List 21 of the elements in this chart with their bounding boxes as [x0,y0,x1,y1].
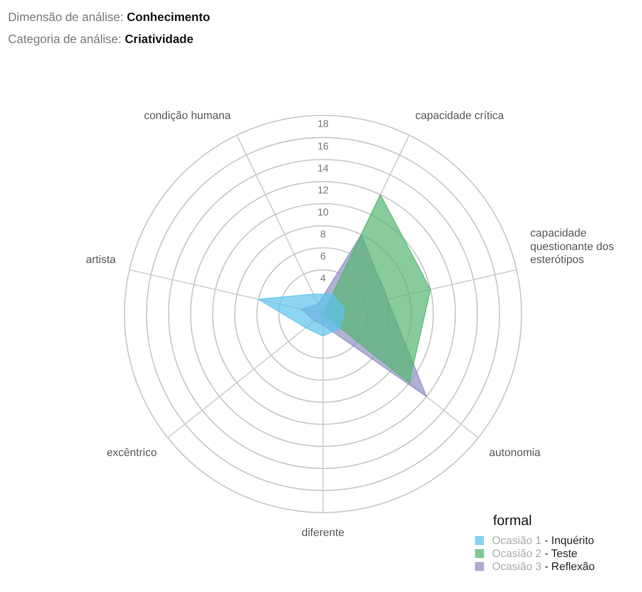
spoke-label: autonomia [489,447,542,460]
spoke-label: diferente [302,527,344,540]
spoke-label: artista [86,254,117,266]
y-tick-label: 8 [320,230,326,241]
spoke-label: capacidade questionante dos esterótipos [530,228,614,266]
y-tick-label: 14 [317,163,329,174]
y-tick-label: 16 [317,141,329,152]
y-tick-label: 6 [320,252,326,263]
y-tick-label: 10 [317,207,329,218]
spoke-label: excêntrico [106,447,157,460]
y-tick-label: 12 [317,185,329,196]
chart-title: Dimensão de análise: Conhecimento [8,9,210,26]
chart-subtitle: Categoria de análise: Criatividade [8,31,194,48]
y-tick-label: 4 [320,274,326,285]
legend-title: formal [493,512,533,528]
spoke-label: capacidade crítica [415,110,505,122]
legend-label: Ocasião 1 - Inquérito [492,534,594,546]
y-tick-label: 18 [317,119,329,130]
legend-label: Ocasião 3 - Reflexão [492,560,595,572]
legend-label: Ocasião 2 - Teste [492,548,578,560]
spoke-label: condição humana [144,110,232,122]
